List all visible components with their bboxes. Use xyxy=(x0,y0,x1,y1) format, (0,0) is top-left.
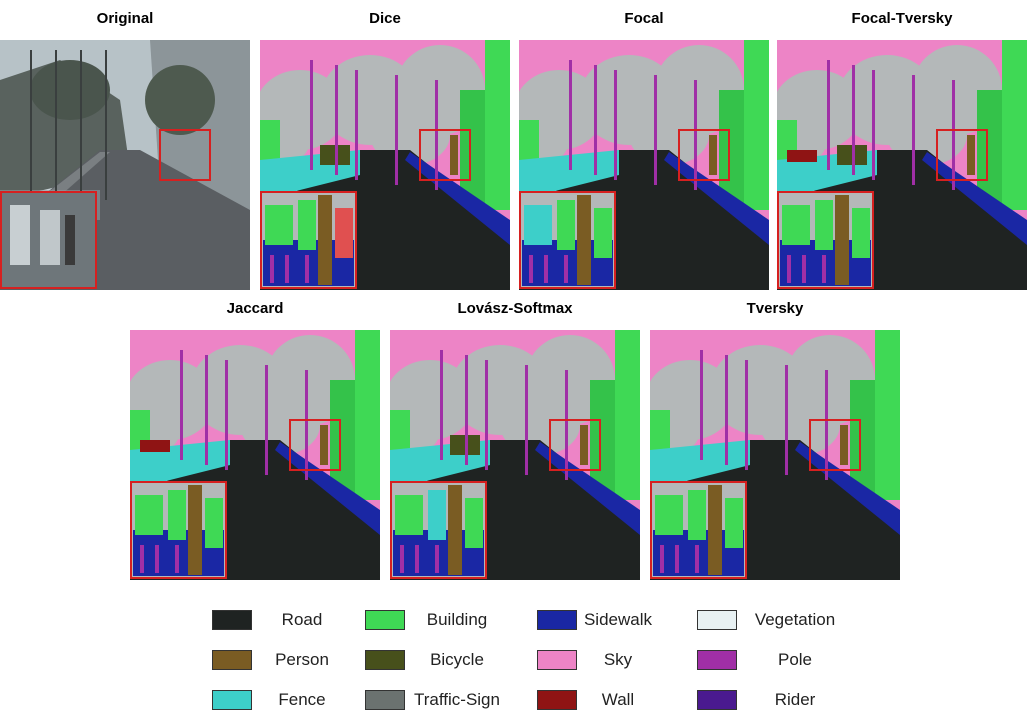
segmentation-map xyxy=(130,330,380,580)
legend-label: Fence xyxy=(278,690,326,709)
legend-label: Traffic-Sign xyxy=(414,690,500,709)
panel-title: Tversky xyxy=(746,300,804,317)
panel-title: Jaccard xyxy=(226,300,284,317)
panel-title: Original xyxy=(96,10,154,27)
legend-swatch-traffic-sign xyxy=(365,690,405,710)
segmentation-map xyxy=(390,330,640,580)
panel-lovasz-softmax: Lovász-Softmax xyxy=(390,300,640,580)
segmentation-map xyxy=(650,330,900,580)
panel-focal: Focal xyxy=(519,10,769,290)
legend-label: Sidewalk xyxy=(583,610,653,629)
panel-original: Original xyxy=(0,10,250,290)
panel-focal-tversky: Focal-Tversky xyxy=(777,10,1027,290)
segmentation-map xyxy=(777,40,1027,290)
legend-label: Sky xyxy=(603,650,633,669)
panel-title: Lovász-Softmax xyxy=(457,300,573,317)
legend-label: Person xyxy=(275,650,329,669)
legend-swatch-pole xyxy=(697,650,737,670)
panel-title: Dice xyxy=(369,10,401,27)
legend-swatch-wall xyxy=(537,690,577,710)
panel-dice: Dice xyxy=(260,10,510,290)
legend-swatch-fence xyxy=(212,690,252,710)
legend-label: Wall xyxy=(601,690,635,709)
legend-label: Building xyxy=(426,610,488,629)
panel-jaccard: Jaccard xyxy=(130,300,380,580)
legend-swatch-sidewalk xyxy=(537,610,577,630)
legend-swatch-road xyxy=(212,610,252,630)
legend-swatch-building xyxy=(365,610,405,630)
original-photo xyxy=(0,40,250,290)
legend-label: Road xyxy=(281,610,323,629)
segmentation-map xyxy=(519,40,769,290)
panel-title: Focal-Tversky xyxy=(851,10,953,27)
legend-swatch-person xyxy=(212,650,252,670)
legend-label: Pole xyxy=(777,650,813,669)
legend-swatch-bicycle xyxy=(365,650,405,670)
legend-swatch-sky xyxy=(537,650,577,670)
panel-title: Focal xyxy=(624,10,664,27)
legend-swatch-vegetation xyxy=(697,610,737,630)
legend-swatch-rider xyxy=(697,690,737,710)
panel-tversky: Tversky xyxy=(650,300,900,580)
legend-label: Vegetation xyxy=(754,610,836,629)
legend-label: Rider xyxy=(774,690,816,709)
segmentation-map xyxy=(260,40,510,290)
legend-label: Bicycle xyxy=(430,650,484,669)
